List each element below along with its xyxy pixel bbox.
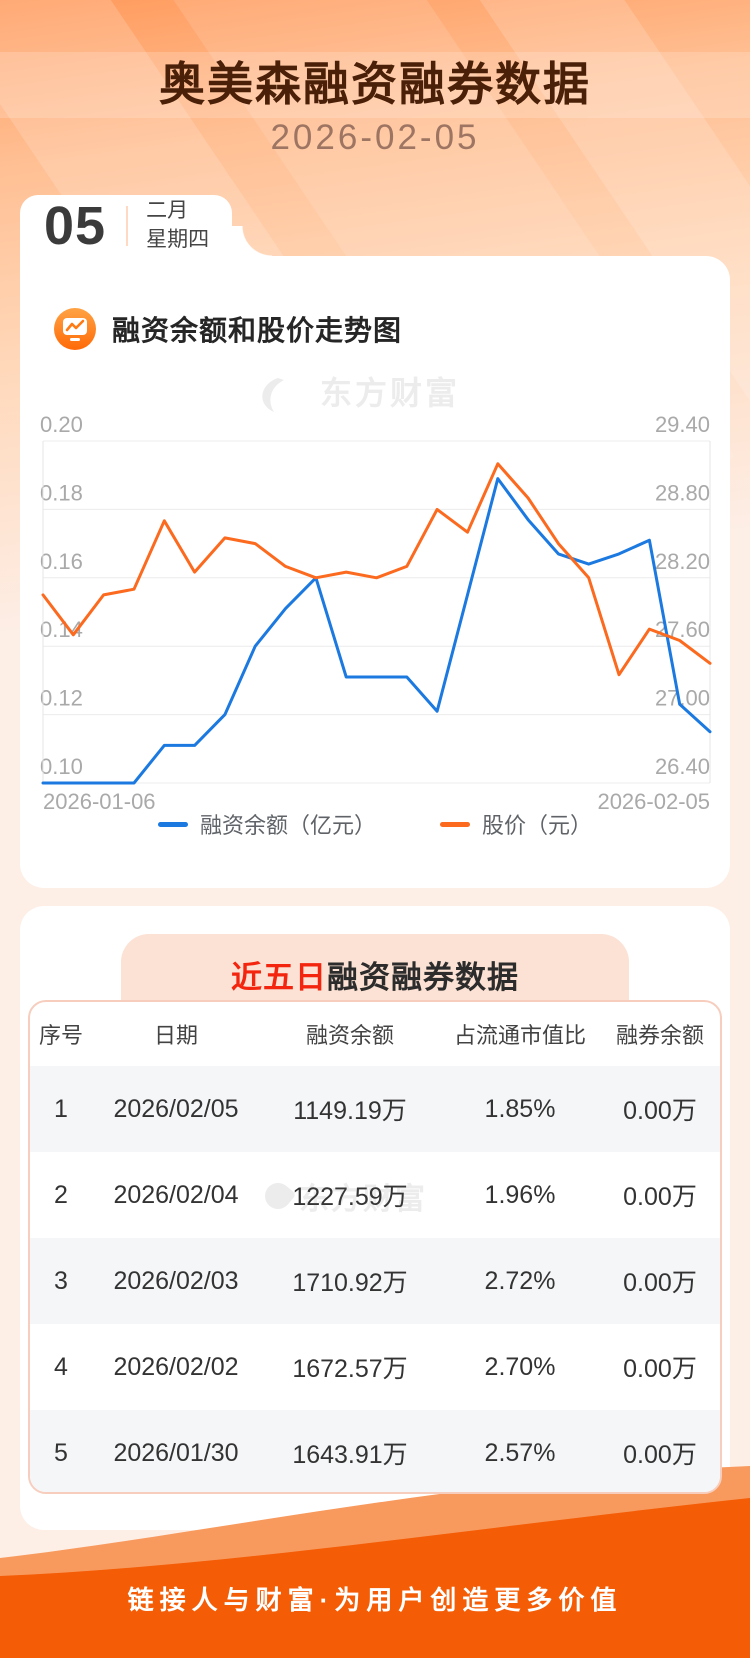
series-line-0: [41, 477, 712, 785]
trend-monitor-icon: [54, 308, 96, 350]
legend-item-margin-balance: 融资余额（亿元）: [157, 808, 376, 840]
table-row: 2 2026/02/04 1227.59万 1.96% 0.00万: [54, 1180, 697, 1212]
svg-text:26.40: 26.40: [655, 754, 710, 779]
month-label: 二月: [146, 199, 189, 223]
weekday-label: 星期四: [146, 227, 210, 251]
col-header-balance: 融资余额: [305, 1023, 394, 1048]
col-header-index: 序号: [38, 1023, 83, 1048]
banner-highlight: 近五日: [231, 960, 327, 995]
svg-text:2026-01-06: 2026-01-06: [43, 789, 156, 814]
chart-section-title: 融资余额和股价走势图: [112, 315, 403, 346]
table-row: 1 2026/02/05 1149.19万 1.85% 0.00万: [30, 1066, 720, 1152]
svg-text:东方财富: 东方财富: [320, 375, 460, 411]
table-row: 3 2026/02/03 1710.92万 2.72% 0.00万: [30, 1238, 720, 1324]
trend-chart: 0.20 29.400.18 28.800.16 28.200.14 27.600.12…: [40, 375, 712, 814]
svg-text:0.20: 0.20: [40, 412, 83, 437]
legend-item-stock-price: 股价（元）: [440, 808, 592, 840]
col-header-date: 日期: [153, 1023, 198, 1048]
divider: [126, 205, 129, 246]
svg-text:29.40: 29.40: [655, 412, 710, 437]
legend-dash-blue: [157, 821, 188, 827]
title-highlight-band: [0, 52, 750, 118]
data-table: 序号 日期 融资余额 占流通市值比 融券余额 1 2026/02/05 1149…: [28, 1000, 722, 1494]
table-row: 4 2026/02/02 1672.57万 2.70% 0.00万: [54, 1352, 697, 1384]
banner-rest: 融资融券数据: [327, 960, 519, 995]
date-card: 05 二月 星期四: [20, 195, 232, 256]
svg-text:0.18: 0.18: [40, 480, 83, 505]
svg-text:28.20: 28.20: [655, 549, 710, 574]
watermark: 东方财富: [259, 1174, 505, 1218]
footer-slogan: 链接人与财富·为用户创造更多价值: [127, 1585, 623, 1615]
table-row: 5 2026/01/30 1643.91万 2.57% 0.00万: [30, 1410, 720, 1492]
svg-text:28.80: 28.80: [655, 480, 710, 505]
svg-text:2026-02-05: 2026-02-05: [597, 789, 710, 814]
svg-text:0.16: 0.16: [40, 549, 83, 574]
svg-text:0.12: 0.12: [40, 686, 83, 711]
col-header-short: 融券余额: [615, 1023, 704, 1048]
table-header-row: 序号 日期 融资余额 占流通市值比 融券余额: [30, 1002, 720, 1066]
series-line-1: [41, 462, 712, 677]
svg-text:0.10: 0.10: [40, 754, 83, 779]
day-number: 05: [44, 195, 107, 256]
tab-curve: [232, 226, 272, 256]
chart-watermark: 东方财富: [262, 375, 460, 412]
legend-dash-orange: [440, 821, 470, 827]
watermark-logo-icon: [259, 1177, 297, 1215]
chart-card: 融资余额和股价走势图 0.20 29.40 0.18 28.80 0.16 28.20 0.…: [20, 256, 730, 888]
page-title: 奥美森融资融券数据: [159, 58, 591, 110]
page-date: 2026-02-05: [270, 118, 480, 157]
chart-legend: 融资余额（亿元） 股价（元）: [20, 808, 730, 840]
col-header-ratio: 占流通市值比: [453, 1023, 586, 1048]
footer-wave: [0, 1466, 750, 1658]
